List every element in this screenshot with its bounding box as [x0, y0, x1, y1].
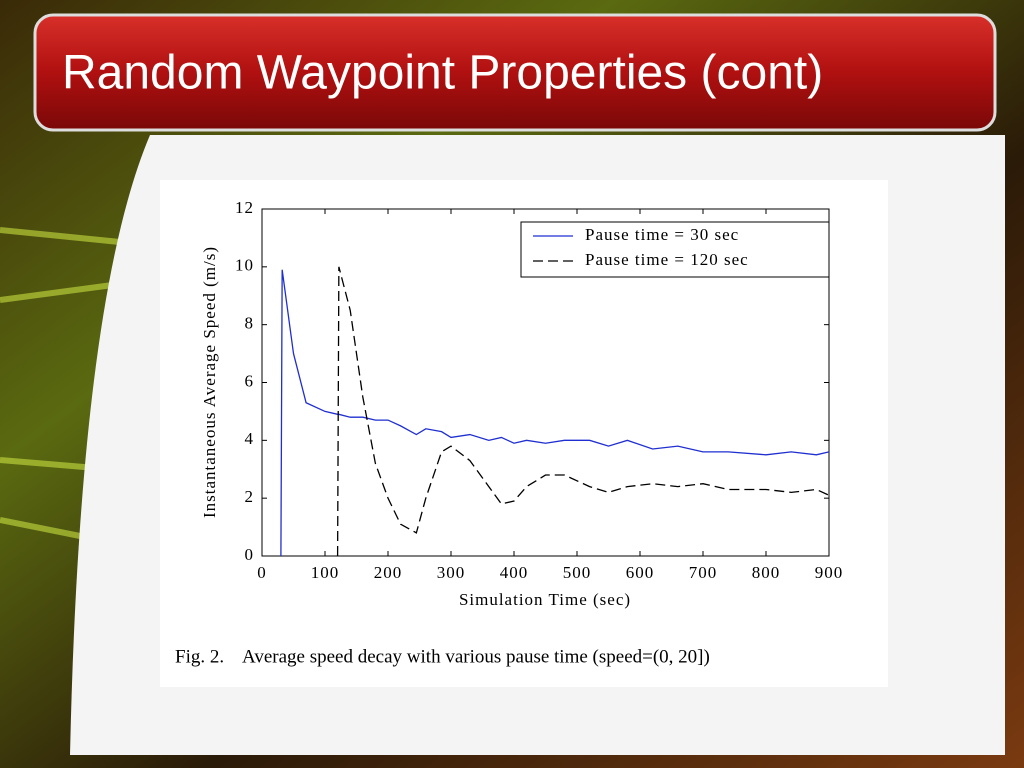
- title-bar: [33, 13, 997, 132]
- x-tick-label: 100: [311, 563, 340, 582]
- y-axis-label: Instantaneous Average Speed (m/s): [200, 246, 219, 518]
- y-tick-label: 8: [245, 314, 255, 333]
- y-tick-label: 2: [245, 487, 255, 506]
- slide-title: Random Waypoint Properties (cont): [62, 47, 823, 100]
- x-tick-label: 0: [257, 563, 267, 582]
- x-tick-label: 700: [689, 563, 718, 582]
- x-tick-label: 300: [437, 563, 466, 582]
- x-tick-label: 900: [815, 563, 844, 582]
- legend-label: Pause time = 30 sec: [585, 225, 739, 244]
- y-tick-label: 12: [235, 198, 254, 217]
- legend-box: [520, 221, 830, 278]
- y-tick-label: 4: [245, 429, 255, 448]
- legend-label: Pause time = 120 sec: [585, 250, 749, 269]
- x-tick-label: 400: [500, 563, 529, 582]
- series-line: [336, 266, 830, 557]
- streaks: [0, 227, 201, 543]
- x-tick-label: 600: [626, 563, 655, 582]
- plot: 0 100 200 300 400 500 600 700 800 900 0 2 4 6 8 10 12 Pau…: [235, 198, 844, 582]
- x-axis-label: Simulation Time (sec): [459, 590, 631, 609]
- x-tick-label: 800: [752, 563, 781, 582]
- x-tick-label: 200: [374, 563, 403, 582]
- y-tick-label: 10: [235, 256, 254, 275]
- y-tick-label: 0: [245, 545, 255, 564]
- x-tick-label: 500: [563, 563, 592, 582]
- caption: Fig. 2. Average speed decay with various…: [175, 646, 710, 667]
- y-tick-label: 6: [245, 371, 255, 390]
